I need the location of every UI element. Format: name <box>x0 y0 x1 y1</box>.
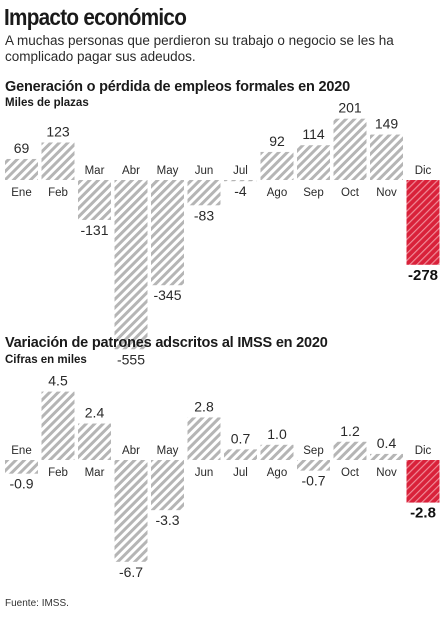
month-label-oct: Oct <box>341 467 360 479</box>
source-note: Fuente: IMSS. <box>5 598 69 609</box>
bar-jun <box>187 417 221 460</box>
bar-feb <box>41 391 75 460</box>
month-label-ago: Ago <box>267 467 287 479</box>
chart-employment: 69 Ene 123 Feb -131 Mar -555 Abr -345 May -83 Jun -4… <box>5 100 440 367</box>
subtitle: A muchas personas que perdieron su traba… <box>5 33 394 64</box>
chart1-subtitle: Miles de plazas <box>5 97 89 109</box>
value-label-jul: -4 <box>234 183 247 199</box>
month-label-sep: Sep <box>303 445 323 457</box>
value-label-mar: 2.4 <box>85 405 105 421</box>
bar-ene <box>5 158 38 180</box>
value-label-oct: 201 <box>338 100 362 116</box>
chart2-title: Variación de patrones adscritos al IMSS … <box>5 335 328 351</box>
month-label-mar: Mar <box>85 467 105 479</box>
bar-nov <box>370 134 403 180</box>
month-label-feb: Feb <box>48 467 68 479</box>
bar-may <box>151 460 184 511</box>
bar-mar <box>78 180 111 220</box>
value-label-ene: -0.9 <box>9 476 33 492</box>
value-label-ene: 69 <box>14 140 30 156</box>
value-label-abr: -555 <box>117 351 145 367</box>
bar-sep <box>297 145 330 180</box>
month-label-may: May <box>157 445 179 457</box>
value-label-may: -3.3 <box>155 512 179 528</box>
month-label-may: May <box>157 165 179 177</box>
headline: Impacto económico <box>4 4 187 30</box>
month-label-ene: Ene <box>11 445 31 457</box>
bar-may <box>151 180 184 286</box>
bar-dic <box>406 460 440 503</box>
bar-feb <box>41 142 75 180</box>
bar-oct <box>333 118 367 180</box>
bar-jul <box>224 180 257 182</box>
value-label-dic: -2.8 <box>410 505 436 522</box>
month-label-oct: Oct <box>341 187 360 199</box>
chart2-subtitle: Cifras en miles <box>5 354 87 366</box>
month-label-abr: Abr <box>122 445 140 457</box>
value-label-sep: 114 <box>302 126 325 142</box>
bar-jun <box>187 180 221 206</box>
bar-oct <box>333 441 367 460</box>
bar-mar <box>78 423 111 460</box>
chart1-title: Generación o pérdida de empleos formales… <box>5 79 350 95</box>
bar-ene <box>5 460 38 474</box>
month-label-nov: Nov <box>376 467 397 479</box>
value-label-may: -345 <box>153 287 181 303</box>
chart-employers: -0.9 Ene 4.5 Feb 2.4 Mar -6.7 Abr -3.3 May 2.8 Jun 0… <box>5 373 440 580</box>
month-label-feb: Feb <box>48 187 68 199</box>
month-label-jul: Jul <box>233 165 248 177</box>
value-label-sep: -0.7 <box>301 473 325 489</box>
month-label-abr: Abr <box>122 165 140 177</box>
month-label-jun: Jun <box>195 467 214 479</box>
value-label-jul: 0.7 <box>231 430 251 446</box>
value-label-jun: -83 <box>194 207 214 223</box>
value-label-oct: 1.2 <box>340 423 360 439</box>
value-label-mar: -131 <box>80 222 108 238</box>
bar-dic <box>406 180 440 265</box>
month-label-dic: Dic <box>415 445 432 457</box>
value-label-jun: 2.8 <box>194 398 214 414</box>
month-label-jul: Jul <box>233 467 248 479</box>
month-label-jun: Jun <box>195 165 214 177</box>
month-label-sep: Sep <box>303 187 323 199</box>
bar-abr <box>114 180 148 350</box>
month-label-ago: Ago <box>267 187 287 199</box>
bar-abr <box>114 460 148 562</box>
month-label-dic: Dic <box>415 165 432 177</box>
value-label-dic: -278 <box>408 267 438 284</box>
value-label-ago: 1.0 <box>267 426 287 442</box>
bar-jul <box>224 449 257 460</box>
month-label-nov: Nov <box>376 187 397 199</box>
value-label-feb: 4.5 <box>48 373 68 389</box>
value-label-abr: -6.7 <box>119 564 143 580</box>
value-label-nov: 0.4 <box>377 435 397 451</box>
value-label-nov: 149 <box>375 116 399 132</box>
bar-ago <box>260 151 294 180</box>
value-label-feb: 123 <box>46 123 70 139</box>
bar-nov <box>370 453 403 460</box>
bar-sep <box>297 460 330 471</box>
value-label-ago: 92 <box>269 133 285 149</box>
month-label-ene: Ene <box>11 187 31 199</box>
bar-ago <box>260 444 294 460</box>
month-label-mar: Mar <box>85 165 105 177</box>
